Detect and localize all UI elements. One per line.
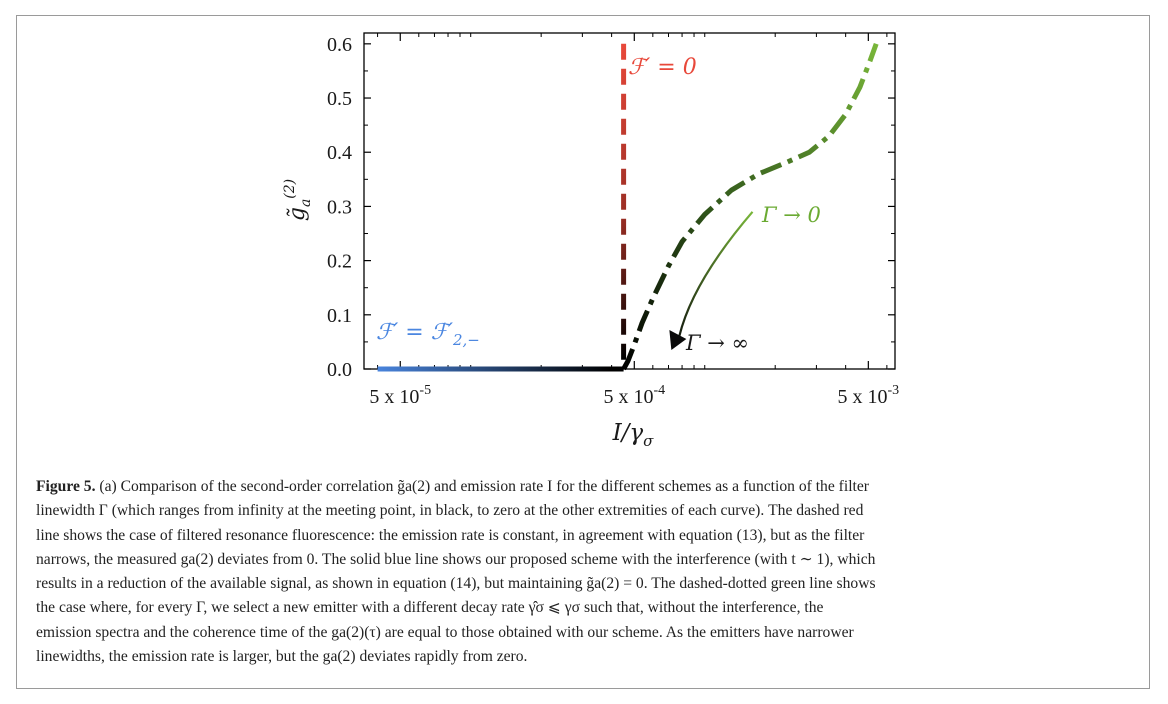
gamma-arrow-shaft xyxy=(678,211,754,337)
x-axis-label: I/γσ xyxy=(612,420,655,450)
y-tick-label: 0.4 xyxy=(327,142,352,164)
caption-line-1: Figure 5. (a) Comparison of the second-o… xyxy=(36,478,869,495)
series-layer xyxy=(377,42,879,372)
annotation-gamma-infinity: Γ → ∞ xyxy=(685,331,749,355)
figure-frame xyxy=(16,15,1150,689)
caption-line-8: linewidths, the emission rate is larger,… xyxy=(36,648,528,666)
x-axis-ticks: 5 x 10-5 5 x 10-4 5 x 10-3 xyxy=(369,33,899,408)
caption-line-3: line shows the case of filtered resonanc… xyxy=(36,526,865,544)
caption-label: Figure 5. xyxy=(36,478,96,495)
plot-area xyxy=(363,32,896,370)
y-tick-label: 0.3 xyxy=(327,196,352,218)
gamma-arrow xyxy=(669,211,754,351)
series-gamma-emitters xyxy=(621,42,879,371)
y-axis-label: g̃a(2) xyxy=(282,179,314,221)
caption-line-7: emission spectra and the coherence time … xyxy=(36,623,854,641)
x-tick-label: 5 x 10-5 xyxy=(369,383,431,408)
y-tick-label: 0.1 xyxy=(327,305,352,327)
x-tick-label: 5 x 10-3 xyxy=(837,383,899,408)
caption-line-6: the case where, for every Γ, we select a… xyxy=(36,599,824,617)
y-axis-ticks: 0.0 0.1 0.2 0.3 0.4 0.5 0.6 xyxy=(327,34,895,381)
annotation-f-zero: ℱ′ = 0 xyxy=(628,55,697,80)
y-tick-label: 0.2 xyxy=(327,251,352,273)
x-tick-label: 5 x 10-4 xyxy=(603,383,665,408)
y-tick-label: 0.6 xyxy=(327,34,352,56)
annotation-f-f2: ℱ′ = ℱ′2,− xyxy=(376,320,480,349)
y-tick-label: 0.5 xyxy=(327,88,352,110)
caption-line-2: linewidth Γ (which ranges from infinity … xyxy=(36,502,864,520)
gamma-arrow-head xyxy=(669,330,687,351)
figure-caption: Figure 5. (a) Comparison of the second-o… xyxy=(36,475,1136,669)
caption-line-4: narrows, the measured ga(2) deviates fro… xyxy=(36,550,876,568)
annotation-gamma-zero: Γ → 0 xyxy=(761,203,821,227)
y-tick-label: 0.0 xyxy=(327,359,352,381)
caption-line-5: results in a reduction of the available … xyxy=(36,575,876,593)
figure-chart: 0.00.10.20.30.40.50.6 5 x 10-5 5 x 10-4 5 … xyxy=(282,32,899,450)
